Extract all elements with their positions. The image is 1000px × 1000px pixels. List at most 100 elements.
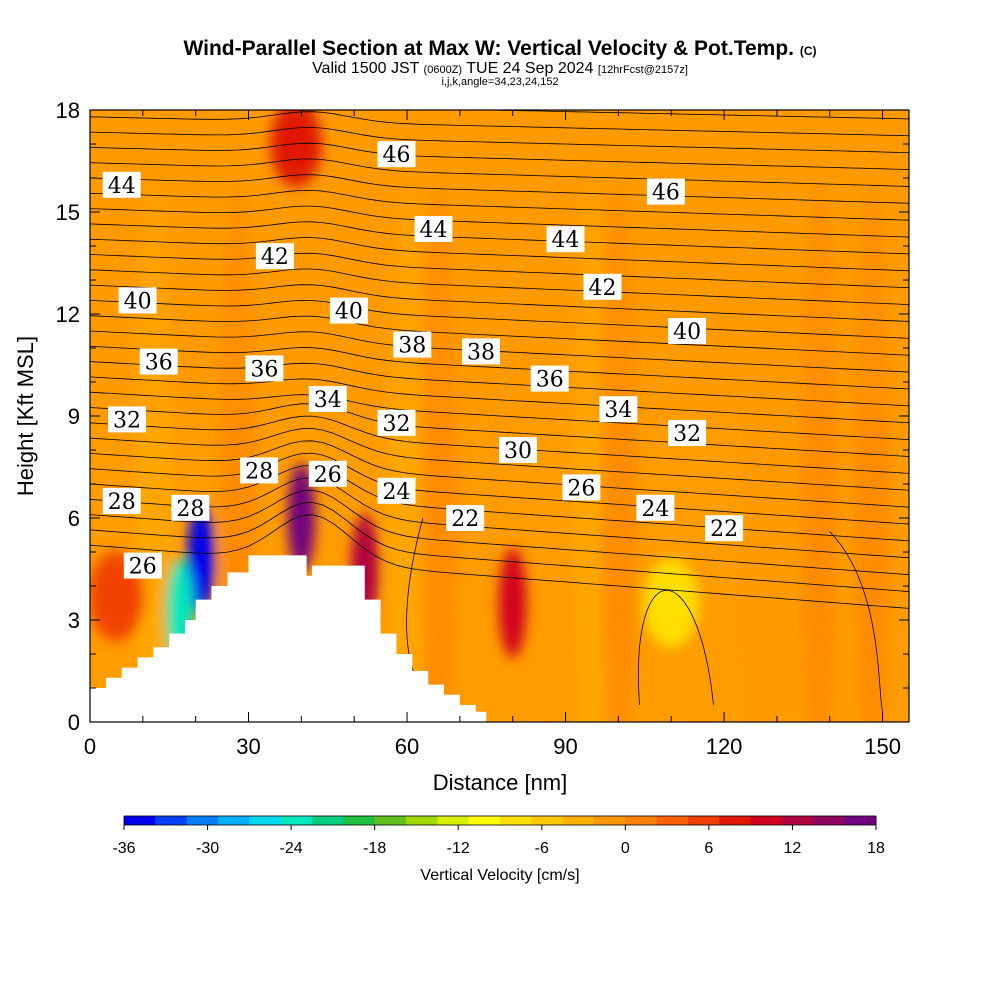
colorbar-swatch <box>750 816 783 825</box>
isentrope-line <box>638 589 714 706</box>
colorbar-swatch <box>468 816 501 825</box>
colorbar-swatch <box>594 816 626 825</box>
contour-label-text: 28 <box>245 459 273 484</box>
chart-valid-line: Valid 1500 JST (0600Z) TUE 24 Sep 2024 [… <box>312 60 688 77</box>
isentrope-line <box>90 489 909 576</box>
contour-label: 38 <box>462 338 500 365</box>
contour-label-bg <box>377 477 416 504</box>
contour-label-text: 34 <box>314 388 342 413</box>
contour-label-text: 40 <box>335 300 363 325</box>
isentrope-line <box>90 440 909 508</box>
contour-label-text: 34 <box>604 398 632 423</box>
colorbar-swatch <box>186 816 219 825</box>
contour-labels: 46 46 44 44 44 42 42 40 40 40 38 38 36 36 36 34 34 32 32 32… <box>102 141 744 580</box>
contour-label-bg <box>255 243 294 270</box>
colorbar-swatch <box>531 816 564 825</box>
isentrope-line <box>90 391 909 441</box>
colorbar-frame <box>123 815 877 826</box>
contour-label-text: 44 <box>552 228 580 253</box>
velocity-core <box>102 571 131 622</box>
contour-label-bg <box>546 226 585 253</box>
contour-label: 24 <box>377 477 416 505</box>
contour-label-text: 40 <box>673 320 701 345</box>
contour-label-bg <box>646 178 685 205</box>
contour-label-bg <box>668 420 707 446</box>
contour-label: 28 <box>240 457 279 484</box>
isentrope-line <box>90 299 909 339</box>
x-tick-label: 0 <box>84 734 96 759</box>
contour-label-bg <box>245 355 284 382</box>
contour-label-bg <box>446 505 485 531</box>
y-tick-label: 3 <box>68 608 80 633</box>
contour-label-text: 36 <box>145 351 173 376</box>
velocity-band <box>90 110 909 416</box>
contour-label: 32 <box>668 420 707 447</box>
contour-label-text: 28 <box>108 490 136 515</box>
contour-label: 28 <box>102 488 141 515</box>
contour-label: 46 <box>646 178 685 206</box>
y-tick-label: 9 <box>68 404 80 429</box>
contour-label-text: 22 <box>451 507 479 532</box>
contour-label: 32 <box>108 406 146 433</box>
contour-label-text: 42 <box>261 245 289 270</box>
y-tick-label: 15 <box>56 200 80 225</box>
contour-label-bg <box>240 457 279 484</box>
isentrope-line <box>90 174 909 204</box>
isentrope-line <box>90 221 909 255</box>
colorbar-swatch <box>437 816 470 825</box>
velocity-core <box>172 578 187 649</box>
contour-label: 46 <box>377 141 416 168</box>
colorbar-swatch <box>280 816 313 825</box>
colorbar: -36 -30 -24 -18 -12 -6 0 6 12 18 <box>112 815 885 857</box>
x-axis: 0 30 60 90 120 150 <box>84 110 901 759</box>
contour-label-text: 30 <box>504 439 532 464</box>
contour-label-text: 28 <box>176 497 204 522</box>
isentrope-line <box>90 190 909 221</box>
colorbar-swatch <box>312 816 344 825</box>
colorbar-swatch <box>218 816 250 825</box>
contour-label: 22 <box>705 515 744 542</box>
contour-label-text: 46 <box>652 181 680 206</box>
isentrope-line <box>90 403 909 457</box>
contour-label: 26 <box>123 552 162 580</box>
contour-label-text: 22 <box>710 517 738 542</box>
contour-label-text: 44 <box>420 218 448 243</box>
contour-label: 26 <box>308 460 347 488</box>
velocity-core <box>294 483 309 553</box>
contour-label-text: 44 <box>108 174 136 199</box>
isentrope-line <box>90 127 909 154</box>
x-tick-label: 30 <box>236 734 260 759</box>
contour-label-text: 36 <box>250 357 278 382</box>
colorbar-tick-label: 12 <box>784 840 802 857</box>
contour-label-bg <box>308 460 347 487</box>
contour-label: 22 <box>446 505 485 532</box>
contour-label: 36 <box>530 365 569 393</box>
contour-label-text: 46 <box>383 143 411 168</box>
contour-label-bg <box>139 348 178 375</box>
isentrope-line <box>90 237 909 272</box>
colorbar-swatch <box>625 816 658 825</box>
isentrope-line <box>90 376 909 424</box>
contour-label-text: 24 <box>383 480 411 505</box>
isentrope-line <box>90 142 909 170</box>
contour-label-bg <box>499 437 537 463</box>
velocity-core <box>193 523 208 594</box>
contour-label-text: 42 <box>589 276 617 301</box>
contour-label-bg <box>636 494 675 521</box>
contour-label: 42 <box>583 273 622 301</box>
contour-label-bg <box>562 474 601 501</box>
y-tick-label: 6 <box>68 506 80 531</box>
colorbar-swatch <box>562 816 595 825</box>
contour-label: 36 <box>139 348 178 376</box>
contour-label-text: 32 <box>383 412 411 437</box>
colorbar-swatch <box>813 816 846 825</box>
colorbar-label: Vertical Velocity [cm/s] <box>420 867 579 884</box>
contour-label-bg <box>668 318 707 344</box>
contour-label: 32 <box>377 409 416 437</box>
isentrope-line <box>90 452 909 525</box>
contour-label-text: 26 <box>567 476 595 501</box>
colorbar-swatch <box>343 816 376 825</box>
contour-label-bg <box>118 287 157 314</box>
x-tick-label: 60 <box>395 734 419 759</box>
